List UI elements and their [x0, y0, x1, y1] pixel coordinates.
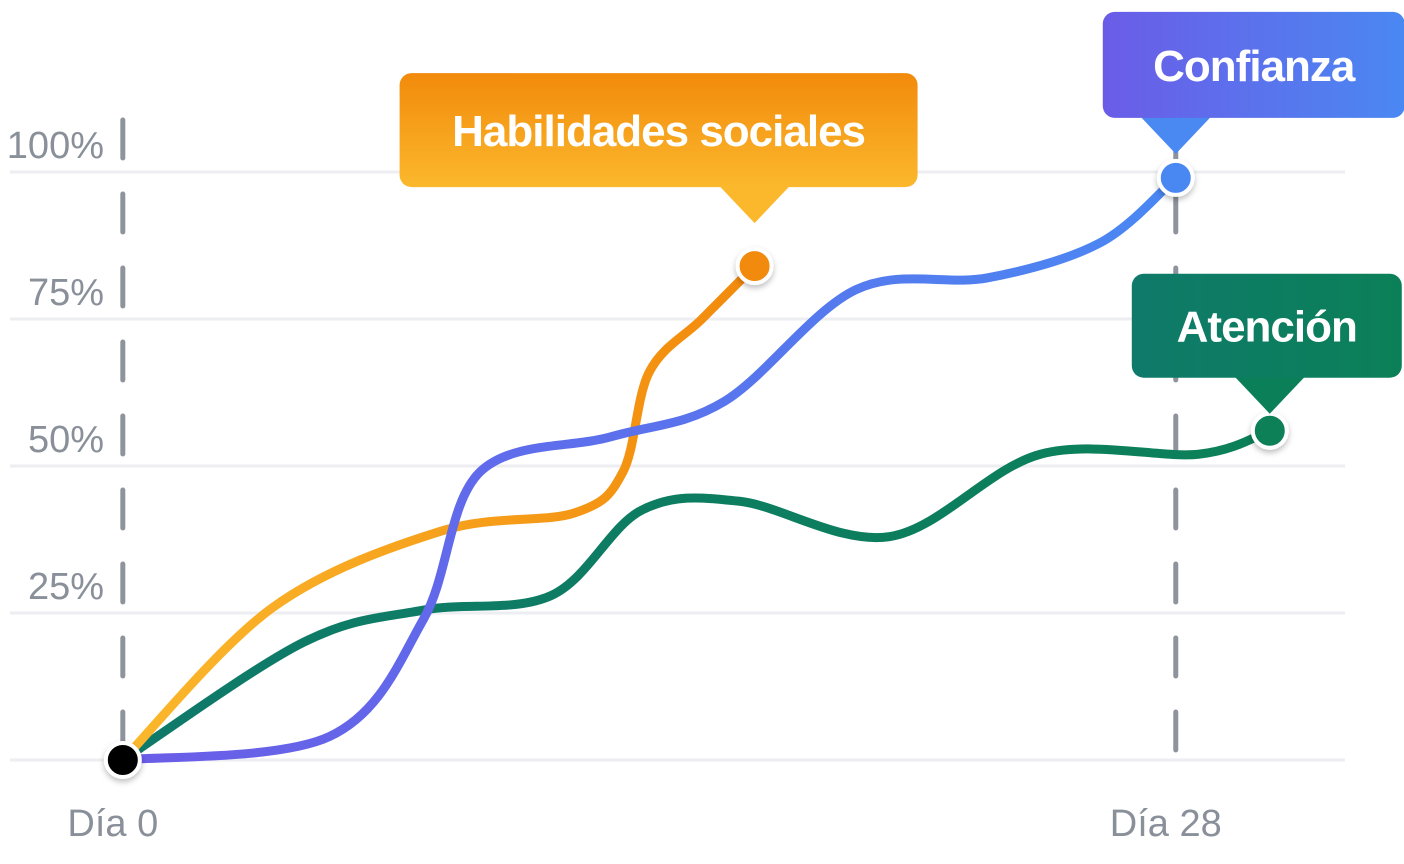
- tag-box: [399, 73, 918, 188]
- series-tag: Confianza: [1102, 11, 1404, 154]
- tag-box: [1102, 11, 1404, 118]
- y-tick-label: 25%: [28, 566, 104, 608]
- series-tag: Habilidades sociales: [399, 73, 918, 224]
- start-point: [103, 741, 142, 779]
- series-line: [118, 173, 1181, 765]
- tag-pointer: [1139, 115, 1212, 154]
- end-point: [735, 247, 774, 286]
- x-tick-label: Día 28: [1110, 803, 1222, 845]
- x-tick-label: Día 0: [67, 803, 158, 845]
- grid: 25% 50% 75% 100% Día 0 Día 28: [7, 117, 1345, 845]
- end-point: [1250, 411, 1289, 450]
- legend-label: Confianza: [1153, 42, 1356, 91]
- y-tick-label: 50%: [28, 419, 104, 461]
- tag-pointer: [718, 185, 791, 224]
- series-tag: Atención: [1131, 273, 1402, 414]
- lines: [118, 173, 1275, 765]
- y-tick-label: 100%: [7, 125, 104, 167]
- markers: Confianza Habilidades sociales Atención: [103, 11, 1404, 779]
- legend-label: Atención: [1177, 303, 1357, 352]
- y-tick-label: 75%: [28, 272, 104, 314]
- series-line: [118, 261, 760, 765]
- series-line: [118, 426, 1275, 765]
- tag-pointer: [1233, 375, 1306, 414]
- legend-label: Habilidades sociales: [452, 107, 865, 156]
- end-point: [1156, 158, 1195, 197]
- tag-box: [1131, 273, 1402, 378]
